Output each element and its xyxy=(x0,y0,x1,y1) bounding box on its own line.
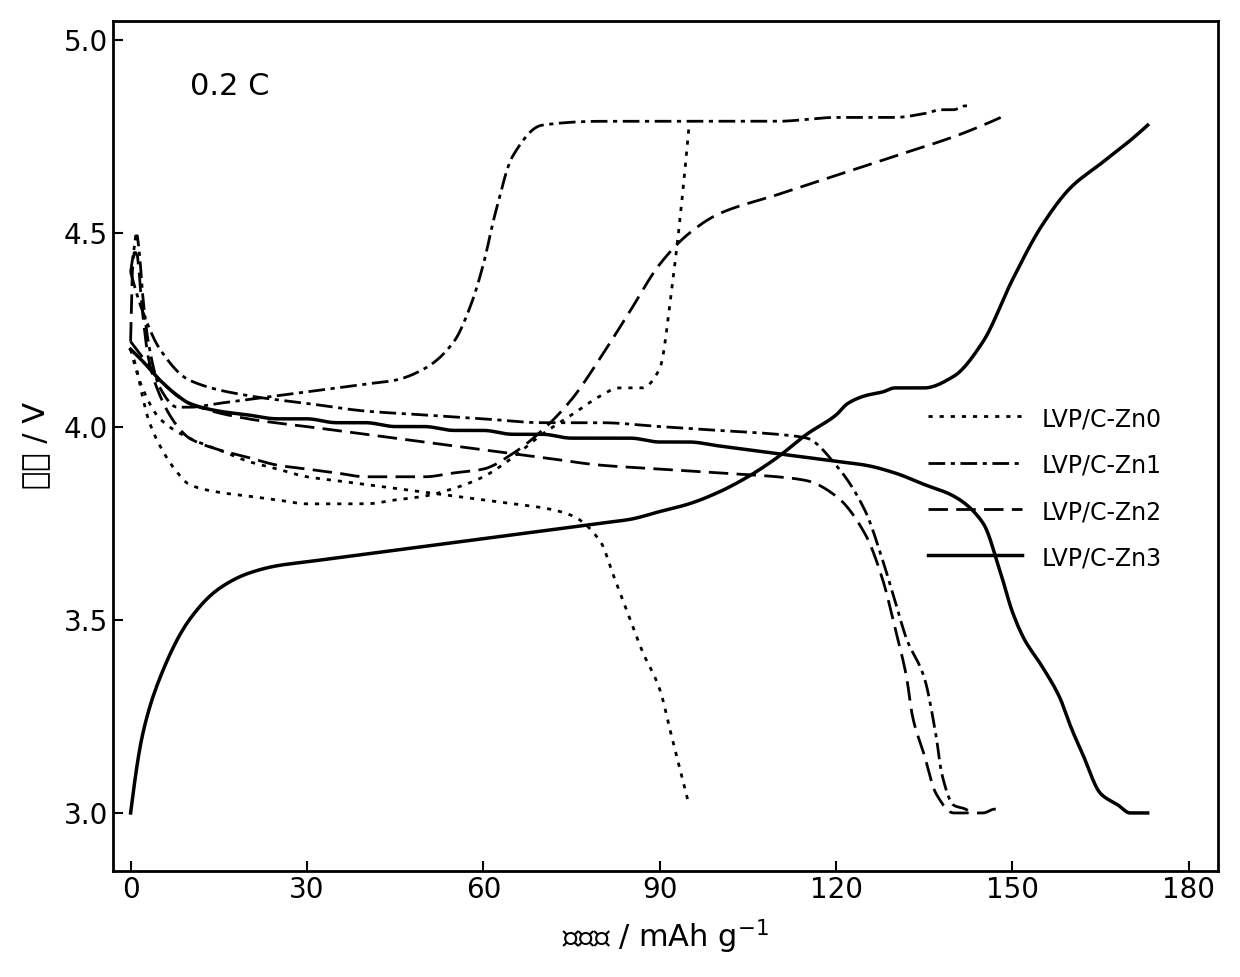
Text: 0.2 C: 0.2 C xyxy=(190,72,270,101)
Y-axis label: 电压 / V: 电压 / V xyxy=(21,403,50,489)
Legend: LVP/C-Zn0, LVP/C-Zn1, LVP/C-Zn2, LVP/C-Zn3: LVP/C-Zn0, LVP/C-Zn1, LVP/C-Zn2, LVP/C-Z… xyxy=(916,395,1173,582)
X-axis label: 比容量 / mAh g$^{-1}$: 比容量 / mAh g$^{-1}$ xyxy=(562,917,769,956)
